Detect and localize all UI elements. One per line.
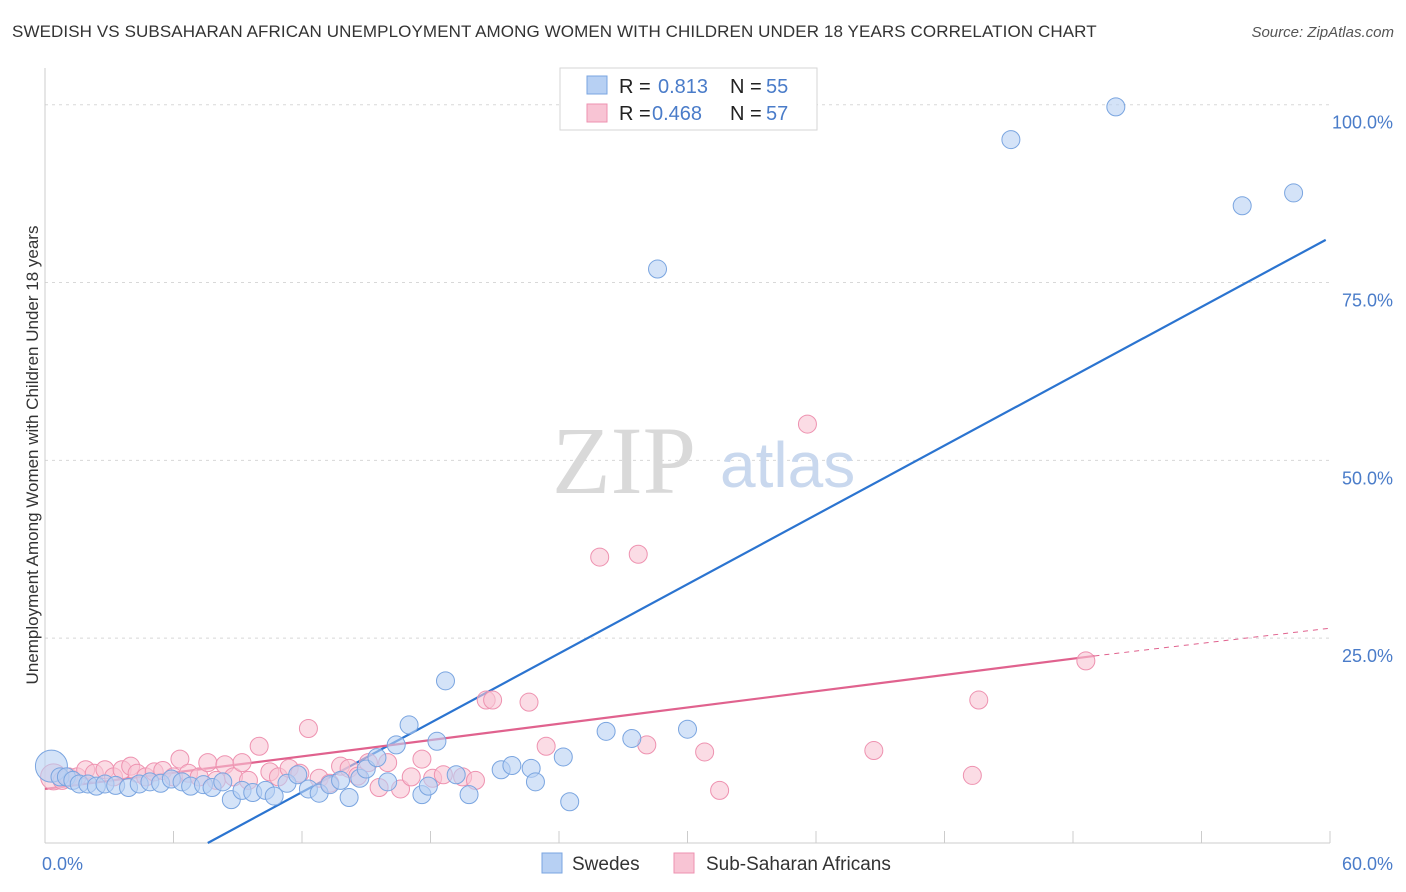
- swede-point-36: [399, 715, 419, 735]
- swede-point-54: [1106, 97, 1126, 117]
- gridlines: [45, 104, 1330, 639]
- african-point-54: [797, 414, 817, 434]
- y-axis-title: Unemployment Among Women with Children U…: [23, 226, 42, 685]
- swede-point-46: [525, 772, 545, 792]
- swede-point-18: [213, 772, 233, 792]
- y-tick-labels: 25.0% 50.0% 75.0% 100.0%: [1332, 113, 1393, 666]
- x-tick-label-0: 0.0%: [42, 854, 83, 874]
- swede-point-42: [459, 785, 479, 805]
- series-legend-swatch-africans: [673, 852, 695, 874]
- series-legend-swatch-swedes: [541, 852, 563, 874]
- african-point-15: [170, 749, 190, 769]
- african-point-49: [590, 547, 610, 567]
- watermark-atlas: atlas: [720, 429, 855, 501]
- african-point-47: [519, 692, 539, 712]
- african-point-50: [628, 544, 648, 564]
- legend-swatch-swedes: [586, 75, 608, 95]
- african-point-46: [483, 690, 503, 710]
- swede-point-39: [427, 731, 447, 751]
- african-point-18: [198, 753, 218, 773]
- legend-swatch-africans: [586, 103, 608, 123]
- legend-r-label-swedes: R =: [619, 76, 651, 98]
- swede-point-30: [339, 787, 359, 807]
- chart-title: SWEDISH VS SUBSAHARAN AFRICAN UNEMPLOYME…: [12, 22, 1097, 41]
- african-point-24: [249, 736, 269, 756]
- swede-point-48: [560, 792, 580, 812]
- y-tick-label-1: 50.0%: [1342, 468, 1393, 488]
- x-tick-label-1: 60.0%: [1342, 854, 1393, 874]
- legend-r-value-swedes: 0.813: [658, 76, 708, 98]
- series-legend-label-africans: Sub-Saharan Africans: [706, 854, 891, 875]
- swede-point-53: [1001, 130, 1021, 150]
- swede-point-23: [264, 786, 284, 806]
- y-tick-label-0: 25.0%: [1342, 646, 1393, 666]
- y-tick-label-2: 75.0%: [1342, 291, 1393, 311]
- swede-point-25: [288, 765, 308, 785]
- african-point-55: [864, 741, 884, 761]
- swede-point-41: [446, 765, 466, 785]
- swede-point-40: [435, 671, 455, 691]
- swede-point-38: [418, 776, 438, 796]
- african-point-29: [298, 718, 318, 738]
- swede-point-34: [378, 772, 398, 792]
- watermark-zip: ZIP: [552, 407, 696, 514]
- swede-point-35: [386, 735, 406, 755]
- x-tick-labels: 0.0% 60.0%: [42, 854, 1393, 874]
- swede-point-50: [622, 728, 642, 748]
- trend-lines: [44, 238, 1331, 844]
- african-point-48: [536, 736, 556, 756]
- source-label: Source: ZipAtlas.com: [1251, 24, 1394, 41]
- legend-n-value-africans: 57: [766, 103, 788, 125]
- legend-n-label-swedes: N =: [730, 76, 762, 98]
- swede-point-47: [553, 747, 573, 767]
- africans-trend-extension: [1094, 627, 1331, 657]
- y-tick-label-3: 100.0%: [1332, 113, 1393, 133]
- african-point-39: [401, 767, 421, 787]
- swede-point-49: [596, 721, 616, 741]
- legend-n-value-swedes: 55: [766, 76, 788, 98]
- african-point-58: [1076, 651, 1096, 671]
- stats-legend: R = 0.813 N = 55 R = 0.468 N = 57: [559, 67, 818, 131]
- african-point-22: [232, 753, 252, 773]
- legend-n-label-africans: N =: [730, 103, 762, 125]
- data-points: [34, 97, 1304, 812]
- swede-point-51: [648, 259, 668, 279]
- swede-point-29: [331, 770, 351, 790]
- swede-point-56: [1284, 183, 1304, 203]
- african-point-53: [710, 780, 730, 800]
- axes: [44, 68, 1331, 844]
- watermark: ZIP atlas: [552, 407, 855, 514]
- series-legend-label-swedes: Swedes: [572, 854, 640, 875]
- series-legend: Swedes Sub-Saharan Africans: [541, 852, 891, 875]
- swede-point-52: [678, 719, 697, 739]
- african-point-56: [962, 765, 982, 785]
- african-point-40: [412, 749, 432, 769]
- legend-r-label-africans: R =: [619, 103, 651, 125]
- swede-point-55: [1232, 196, 1252, 216]
- african-point-52: [695, 742, 715, 762]
- swede-point-44: [502, 755, 522, 775]
- african-point-57: [969, 690, 989, 710]
- swede-point-33: [367, 748, 387, 768]
- legend-r-value-africans: 0.468: [652, 103, 702, 125]
